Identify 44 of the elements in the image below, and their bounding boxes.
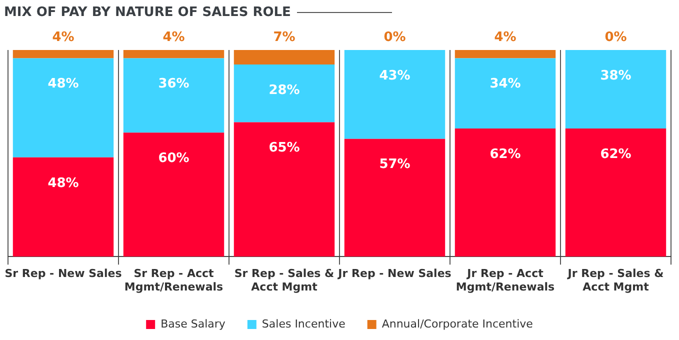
- data-label: 7%: [273, 30, 296, 45]
- bar: [565, 128, 666, 257]
- chart-title: MIX OF PAY BY NATURE OF SALES ROLE: [4, 4, 291, 20]
- data-label: 48%: [48, 76, 79, 92]
- data-label: 28%: [268, 82, 300, 98]
- x-tick-label: Sr Rep - New Sales: [4, 267, 122, 280]
- legend-label: Sales Incentive: [262, 317, 346, 330]
- data-label: 48%: [48, 176, 79, 191]
- bar: [565, 50, 666, 129]
- bar: [123, 50, 224, 58]
- bar: [454, 50, 556, 58]
- bar: [123, 132, 224, 257]
- x-tick-label: Sr Rep - Sales & Acct Mgmt: [234, 267, 335, 294]
- bar: [12, 50, 114, 58]
- bar: [454, 58, 556, 129]
- data-label: 62%: [600, 146, 632, 162]
- bar: [234, 50, 335, 64]
- bar: [344, 138, 446, 257]
- bar: [12, 58, 114, 158]
- data-label: 4%: [52, 30, 74, 45]
- data-label: 0%: [384, 30, 406, 45]
- bar: [12, 157, 114, 257]
- data-label: 43%: [379, 68, 410, 84]
- data-label: 62%: [490, 146, 521, 162]
- bar: [454, 128, 556, 257]
- x-tick-label: Jr Rep - Acct Mgmt/Renewals: [456, 267, 556, 294]
- bar: [234, 122, 335, 257]
- bar: [344, 50, 446, 139]
- bar: [234, 64, 335, 122]
- data-label: 0%: [604, 30, 627, 45]
- legend-label: Base Salary: [160, 317, 226, 330]
- data-label: 4%: [162, 30, 185, 45]
- data-label: 60%: [158, 151, 190, 166]
- data-label: 36%: [158, 76, 190, 92]
- data-label: 38%: [600, 68, 632, 84]
- legend-label: Annual/Corporate Incentive: [382, 317, 534, 330]
- x-tick-label: Jr Rep - Sales & Acct Mgmt: [566, 267, 664, 294]
- x-tick-label: Jr Rep - New Sales: [337, 267, 452, 280]
- data-label: 57%: [379, 157, 410, 172]
- x-tick-label: Sr Rep - Acct Mgmt/Renewals: [124, 267, 224, 294]
- data-label: 4%: [494, 30, 516, 45]
- data-label: 65%: [268, 140, 300, 156]
- data-label: 34%: [490, 76, 521, 92]
- bar: [123, 58, 224, 133]
